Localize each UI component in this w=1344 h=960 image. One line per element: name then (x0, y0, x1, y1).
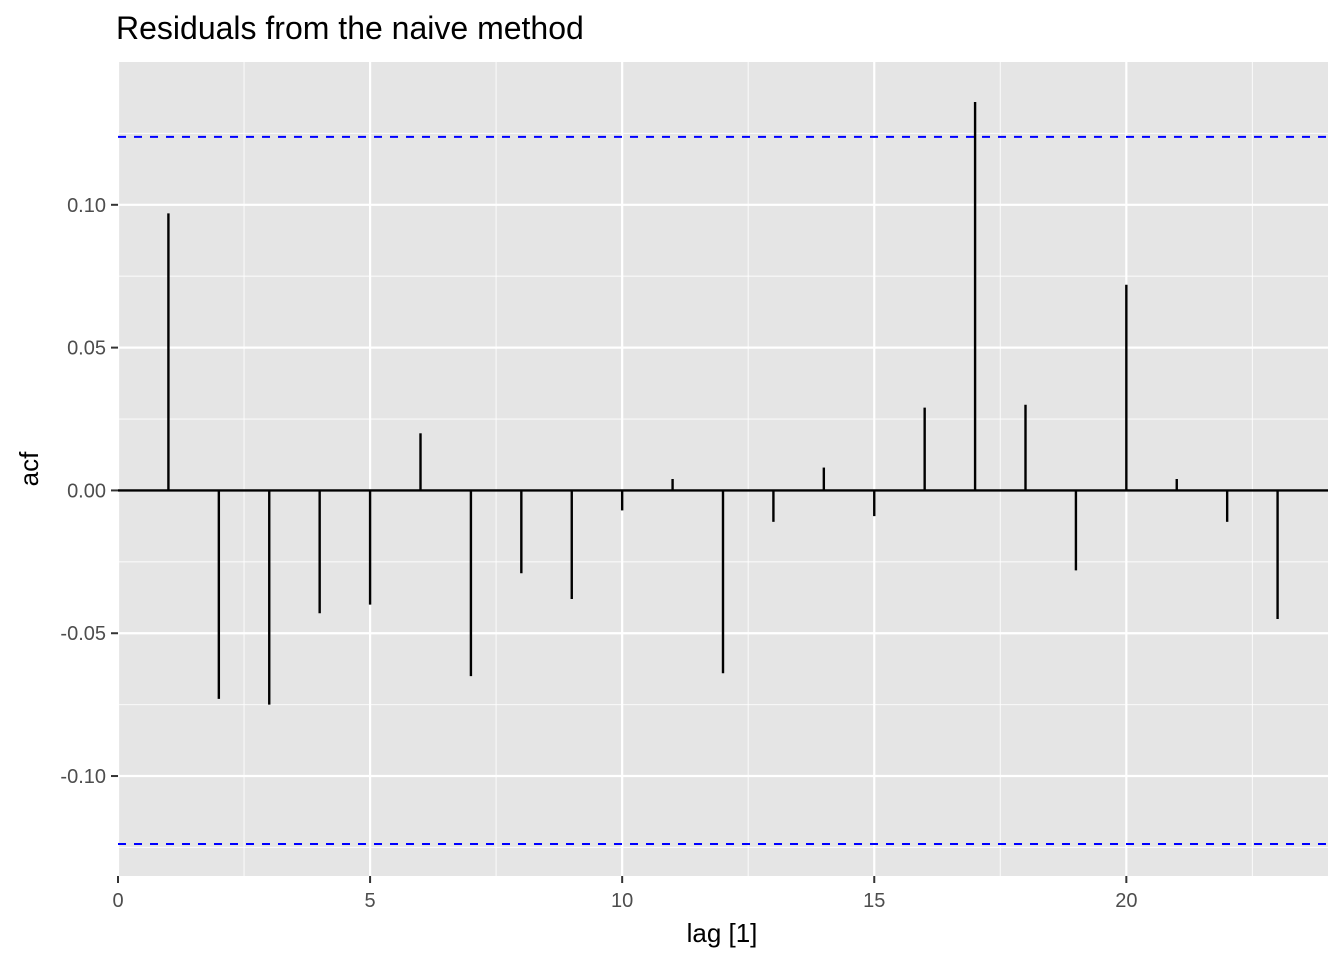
x-tick-label: 15 (863, 890, 885, 912)
chart-title: Residuals from the naive method (116, 10, 584, 46)
plot-panel (118, 62, 1328, 876)
acf-spikes (118, 101, 1328, 705)
confidence-bounds (118, 135, 1328, 846)
x-axis-title: lag [1] (687, 918, 758, 948)
y-tick-label: -0.10 (60, 766, 106, 788)
x-tick-label: 10 (611, 890, 633, 912)
y-tick-label: 0.10 (67, 195, 106, 217)
axes: 0 5 10 15 20 -0.10 -0.05 0.00 0.05 0.10 (60, 195, 1137, 912)
x-tick-label: 0 (112, 890, 123, 912)
y-axis-title: acf (14, 451, 44, 486)
y-tick-label: 0.05 (67, 338, 106, 360)
y-tick-label: 0.00 (67, 480, 106, 502)
x-tick-label: 20 (1115, 890, 1137, 912)
x-tick-label: 5 (365, 890, 376, 912)
y-tick-label: -0.05 (60, 623, 106, 645)
